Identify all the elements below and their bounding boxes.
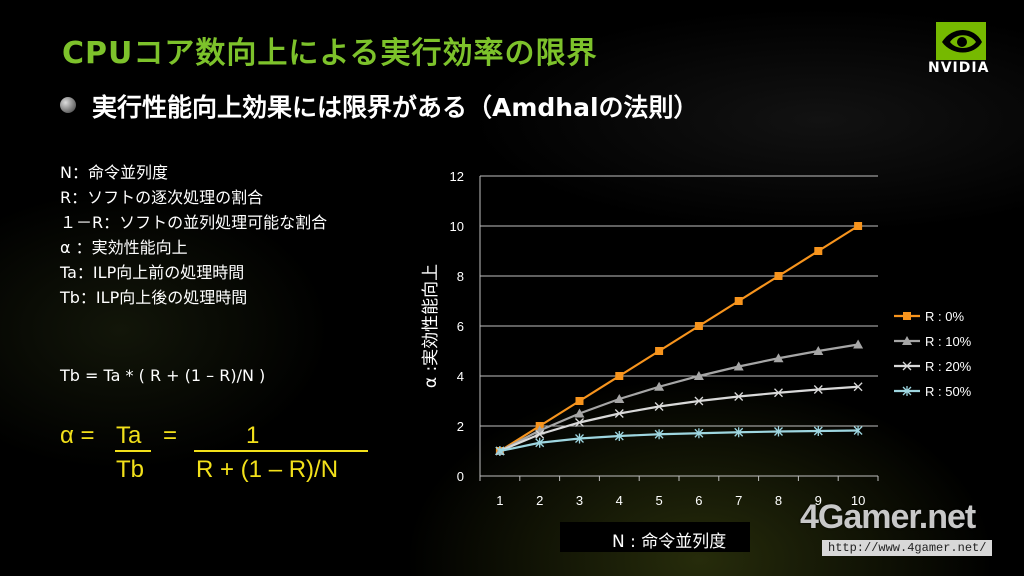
y-tick-label: 6 xyxy=(457,319,464,334)
data-point xyxy=(773,353,784,363)
data-point xyxy=(575,397,584,405)
data-point xyxy=(614,409,624,418)
slide-title: CPUコア数向上による実行効率の限界 xyxy=(62,36,598,71)
data-point xyxy=(693,371,704,380)
legend-label: R : 20% xyxy=(925,359,972,374)
x-tick-label: 2 xyxy=(536,493,543,508)
legend-label: R : 50% xyxy=(925,384,972,399)
data-point xyxy=(774,388,783,398)
data-point xyxy=(813,426,823,436)
y-tick-label: 4 xyxy=(457,369,464,384)
nvidia-wordmark: NVIDIA xyxy=(928,60,990,76)
data-point xyxy=(654,402,664,411)
y-tick-label: 0 xyxy=(457,469,464,484)
x-axis-title-box xyxy=(560,522,750,552)
definition-list: N：命令並列度 R：ソフトの逐次処理の割合 １－R：ソフトの並列処理可能な割合 … xyxy=(60,160,327,310)
data-point xyxy=(654,429,664,440)
data-point xyxy=(774,272,783,280)
y-tick-label: 8 xyxy=(457,269,464,284)
data-point xyxy=(614,394,625,403)
data-point xyxy=(774,426,783,437)
x-tick-label: 4 xyxy=(616,493,623,508)
watermark-url: http://www.4gamer.net/ xyxy=(822,540,993,556)
data-point xyxy=(854,222,863,230)
formula-equals: = xyxy=(163,422,178,449)
formula-denominator: R + (1 – R)/N xyxy=(196,456,339,483)
formula-alpha: α = xyxy=(60,422,95,449)
definition-item: Tb：ILP向上後の処理時間 xyxy=(60,288,248,307)
data-point xyxy=(734,427,744,438)
data-point xyxy=(813,346,824,355)
data-point xyxy=(694,322,703,330)
x-axis-title: N : 命令並列度 xyxy=(612,532,727,552)
data-point xyxy=(575,433,584,444)
series-line xyxy=(499,225,859,452)
data-point xyxy=(734,392,744,401)
data-point xyxy=(734,297,743,305)
data-point xyxy=(853,339,864,349)
definition-item: α ：実効性能向上 xyxy=(60,238,188,257)
x-tick-label: 7 xyxy=(735,493,742,508)
data-point xyxy=(575,418,584,427)
x-tick-label: 6 xyxy=(695,493,702,508)
series-line xyxy=(499,429,859,453)
formula-tb: Tb xyxy=(116,456,145,483)
x-tick-label: 9 xyxy=(815,493,822,508)
slide-subtitle: 実行性能向上効果には限界がある（Amdhalの法則） xyxy=(92,93,699,122)
x-tick-label: 1 xyxy=(496,493,503,508)
formula-ta-underline xyxy=(115,450,151,452)
data-point xyxy=(535,429,545,439)
formula-numerator: 1 xyxy=(246,422,260,449)
definition-item: R：ソフトの逐次処理の割合 xyxy=(60,188,264,207)
watermark-brand: 4Gamer.net xyxy=(800,498,976,536)
legend-label: R : 0% xyxy=(925,309,964,324)
y-axis-title: α :実効性能向上 xyxy=(421,264,441,388)
nvidia-logo-icon xyxy=(936,22,986,60)
data-point xyxy=(655,347,664,355)
data-point xyxy=(574,408,585,418)
x-tick-label: 8 xyxy=(775,493,782,508)
legend-label: R : 10% xyxy=(925,334,972,349)
formula-equation: Tb = Ta * ( R + (1 – R)/N ) xyxy=(60,366,266,385)
data-point xyxy=(615,372,624,380)
x-tick-label: 3 xyxy=(576,493,583,508)
data-point xyxy=(853,382,863,392)
x-tick-label: 5 xyxy=(655,493,662,508)
legend-marker xyxy=(902,386,912,396)
data-point xyxy=(535,437,545,448)
x-tick-label: 10 xyxy=(851,493,865,508)
y-tick-label: 10 xyxy=(450,219,464,234)
definition-item: N：命令並列度 xyxy=(60,163,168,182)
data-point xyxy=(814,247,823,255)
series-line xyxy=(499,343,859,452)
y-tick-label: 12 xyxy=(450,169,464,184)
legend-marker xyxy=(902,361,912,371)
data-point xyxy=(495,446,505,456)
data-point xyxy=(614,431,624,441)
data-point xyxy=(694,428,704,439)
bullet-icon xyxy=(60,97,76,113)
legend-marker xyxy=(902,336,912,345)
formula-fraction-bar xyxy=(194,450,368,452)
legend-header-box xyxy=(889,271,981,301)
data-point xyxy=(694,396,704,406)
y-tick-label: 2 xyxy=(457,419,464,434)
data-point xyxy=(654,381,665,391)
definition-item: Ta：ILP向上前の処理時間 xyxy=(60,263,245,282)
formula-ta: Ta xyxy=(116,422,142,449)
data-point xyxy=(733,361,744,371)
series-line xyxy=(499,385,859,453)
data-point xyxy=(853,425,863,436)
legend-marker xyxy=(903,312,911,320)
definition-item: １－R：ソフトの並列処理可能な割合 xyxy=(60,213,328,232)
data-point xyxy=(813,385,823,394)
